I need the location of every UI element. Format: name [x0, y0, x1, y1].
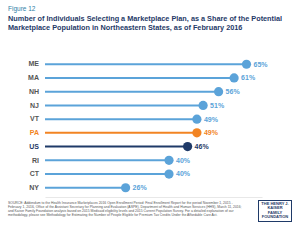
- dot: [183, 142, 192, 151]
- data-label: 26%: [133, 184, 148, 191]
- stem: [45, 63, 247, 65]
- stem: [45, 104, 203, 106]
- y-tick: MA: [28, 74, 39, 81]
- category-label: NJ: [30, 102, 39, 109]
- stem: [45, 173, 169, 175]
- x-axis-line: [46, 197, 263, 198]
- category-label: CT: [30, 170, 40, 177]
- data-label: 40%: [176, 157, 191, 164]
- stem: [45, 118, 197, 120]
- y-tick: CT: [30, 170, 40, 177]
- dot: [192, 115, 201, 124]
- x-axis: [46, 197, 263, 198]
- chart: Figure 12Number of Individuals Selecting…: [0, 0, 300, 225]
- category-label: ME: [29, 60, 40, 67]
- dot: [242, 60, 251, 69]
- y-tick: NY: [29, 184, 39, 191]
- y-tick: ME: [29, 60, 40, 67]
- dot: [199, 101, 208, 110]
- data-label: 49%: [204, 116, 219, 123]
- figure-label: Figure 12: [8, 5, 36, 13]
- data-label: 49%: [204, 129, 219, 136]
- data-label: 40%: [176, 170, 191, 177]
- data-label: 51%: [210, 102, 225, 109]
- stem: [45, 146, 188, 148]
- dot: [164, 169, 173, 178]
- y-tick: NH: [29, 88, 39, 95]
- dot: [164, 156, 173, 165]
- y-tick: RI: [32, 157, 39, 164]
- y-tick: US: [29, 143, 39, 150]
- stem: [45, 132, 197, 134]
- dot: [214, 87, 223, 96]
- marks: [45, 60, 251, 193]
- dot: [230, 73, 239, 82]
- data-labels: 65% 61%56%51% 49% 49% 46% 40% 40% 26%: [133, 61, 269, 192]
- data-label: 56%: [226, 88, 241, 95]
- data-label: 65%: [254, 61, 269, 68]
- y-axis: ME MA NH NJ VT PA US RI CT NY: [28, 60, 40, 191]
- category-label: NH: [29, 88, 39, 95]
- dot: [192, 128, 201, 137]
- stem: [45, 187, 126, 189]
- stem: [45, 77, 234, 79]
- y-tick: VT: [30, 115, 40, 122]
- logo: THE HENRY J. KAISER FAMILY FOUNDATION: [258, 200, 292, 222]
- source: SOURCE: Addendum to the Health Insurance…: [8, 201, 246, 217]
- category-label: RI: [32, 157, 39, 164]
- y-tick: NJ: [30, 102, 39, 109]
- data-label: 61%: [241, 74, 256, 81]
- data-label: 46%: [195, 143, 210, 150]
- category-label: VT: [30, 115, 40, 122]
- stem: [45, 159, 169, 161]
- category-label: NY: [29, 184, 39, 191]
- title: Number of Individuals Selecting a Market…: [8, 14, 282, 32]
- category-label: MA: [28, 74, 39, 81]
- category-label: PA: [30, 129, 39, 136]
- y-tick: PA: [30, 129, 39, 136]
- category-label: US: [29, 143, 39, 150]
- dot: [121, 183, 130, 192]
- stem: [45, 91, 219, 93]
